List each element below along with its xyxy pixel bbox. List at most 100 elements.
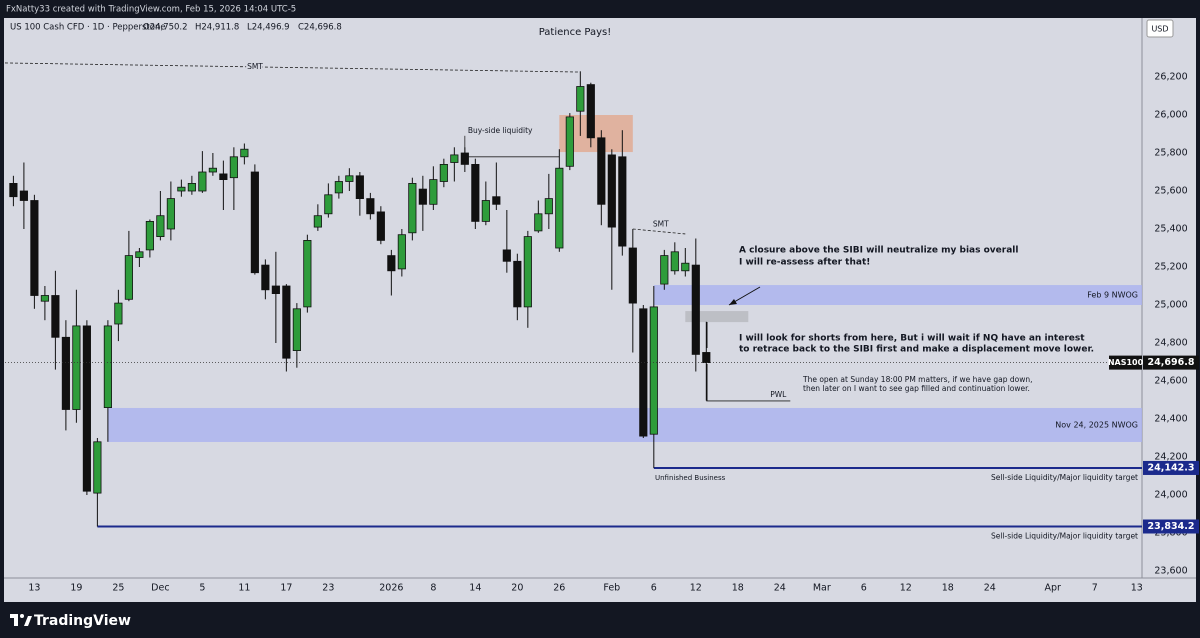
candle-body: [397, 234, 406, 270]
logo: [10, 614, 32, 626]
credit: FxNatty33 created with TradingView.com, …: [6, 5, 296, 15]
x-tick-label: 23: [322, 583, 334, 594]
annotation-label: SMT: [247, 62, 263, 71]
price-tag: [1143, 519, 1199, 534]
candle-body: [555, 167, 564, 249]
candle-body: [9, 183, 18, 198]
candle-body: [681, 262, 690, 272]
price-tag-label: 24,142.3: [1148, 462, 1195, 473]
candle-body: [481, 200, 490, 222]
plot-background: [4, 18, 1196, 602]
candle-body: [229, 156, 238, 179]
candle-body: [660, 255, 669, 285]
candle-body: [597, 137, 606, 205]
candle-body: [628, 247, 637, 304]
x-tick-label: 7: [1092, 583, 1098, 594]
annotation-line: [632, 228, 686, 235]
x-tick-label: 12: [690, 583, 702, 594]
x-tick-label: Dec: [151, 583, 169, 594]
candle-body: [61, 336, 70, 410]
candle-body: [387, 255, 396, 272]
candle-body: [334, 181, 343, 194]
candle-body: [198, 171, 207, 192]
candle-body: [502, 249, 511, 262]
annotation-label: PWL: [770, 390, 787, 399]
price-tag-label: 23,834.2: [1148, 521, 1195, 532]
note: The open at Sunday 18:00 PM matters, if …: [802, 375, 1032, 384]
annotation-label: Buy-side liquidity: [468, 126, 533, 135]
x-tick-label: 26: [553, 583, 565, 594]
price-tag: [1143, 460, 1199, 475]
ohlc-open: O24,750.2: [143, 23, 188, 33]
ohlc-low: L24,496.9: [247, 23, 290, 33]
candle-body: [639, 308, 648, 437]
y-tick-label: 26,200: [1154, 72, 1187, 83]
level-label: Sell-side Liquidity/Major liquidity targ…: [991, 532, 1138, 541]
candle-body: [460, 152, 469, 165]
candle-body: [103, 325, 112, 409]
candle-body: [513, 260, 522, 308]
x-tick-label: 24: [984, 583, 996, 594]
candle-body: [439, 164, 448, 182]
x-tick-label: Feb: [603, 583, 620, 594]
zone-label: Feb 9 NWOG: [1087, 291, 1138, 300]
x-tick-label: 14: [469, 583, 481, 594]
candle-body: [565, 116, 574, 167]
candle-body: [156, 215, 165, 238]
candle-body: [345, 175, 354, 182]
candle-body: [219, 173, 228, 181]
candle-body: [208, 167, 217, 173]
x-tick-label: 18: [942, 583, 954, 594]
y-tick-label: 25,800: [1154, 148, 1187, 159]
price-tag: [1143, 355, 1199, 370]
x-tick-label: 24: [774, 583, 786, 594]
y-tick-label: 25,400: [1154, 224, 1187, 235]
nwog-zone: [107, 407, 1142, 442]
symbol: US 100 Cash CFD · 1D · Pepperstone: [10, 23, 166, 33]
candle-body: [40, 295, 49, 302]
symbol-tag: [1109, 355, 1142, 370]
candle-body: [324, 194, 333, 215]
currency[interactable]: USD: [1151, 25, 1168, 34]
arrow-head: [729, 299, 737, 305]
candle-body: [418, 188, 427, 205]
level-label: Sell-side Liquidity/Major liquidity targ…: [991, 473, 1138, 482]
note: I will re-assess after that!: [739, 258, 870, 268]
candle-body: [576, 86, 585, 112]
candle-body: [450, 154, 459, 163]
candle-body: [649, 306, 658, 435]
annotation-line: [4, 62, 581, 73]
candle-body: [303, 240, 312, 308]
brand[interactable]: TradingView: [34, 613, 131, 629]
candle-body: [240, 148, 249, 158]
candle-body: [702, 352, 711, 364]
candle-body: [534, 213, 543, 232]
y-tick-label: 25,000: [1154, 300, 1187, 311]
candle-body: [19, 190, 28, 201]
candle-body: [429, 179, 438, 205]
note: to retrace back to the SIBI first and ma…: [739, 345, 1094, 355]
currency-box[interactable]: [1146, 19, 1174, 38]
candle-body: [670, 251, 679, 272]
zone-label: Nov 24, 2025 NWOG: [1055, 420, 1138, 429]
x-tick-label: 6: [861, 583, 867, 594]
candle-body: [82, 325, 91, 492]
y-tick-label: 26,000: [1154, 110, 1187, 121]
nwog-zone: [653, 285, 1142, 306]
candle-body: [355, 175, 364, 200]
plot: Feb 9 NWOG Nov 24, 2025 NWOG Sell-side Liq…: [4, 60, 1142, 541]
y-tick-label: 24,200: [1154, 452, 1187, 463]
candle-body: [261, 264, 270, 291]
x-tick-label: 12: [900, 583, 912, 594]
candle-body: [408, 183, 417, 234]
note: I will look for shorts from here, But i …: [739, 334, 1085, 344]
x-tick-label: 11: [238, 583, 250, 594]
candle-body: [691, 264, 700, 355]
candle-body: [313, 215, 322, 228]
candle-body: [282, 285, 291, 359]
candle-body: [72, 325, 81, 410]
candle-body: [366, 198, 375, 215]
candle-body: [135, 251, 144, 258]
candle-body: [376, 211, 385, 241]
x-tick-label: 17: [280, 583, 292, 594]
